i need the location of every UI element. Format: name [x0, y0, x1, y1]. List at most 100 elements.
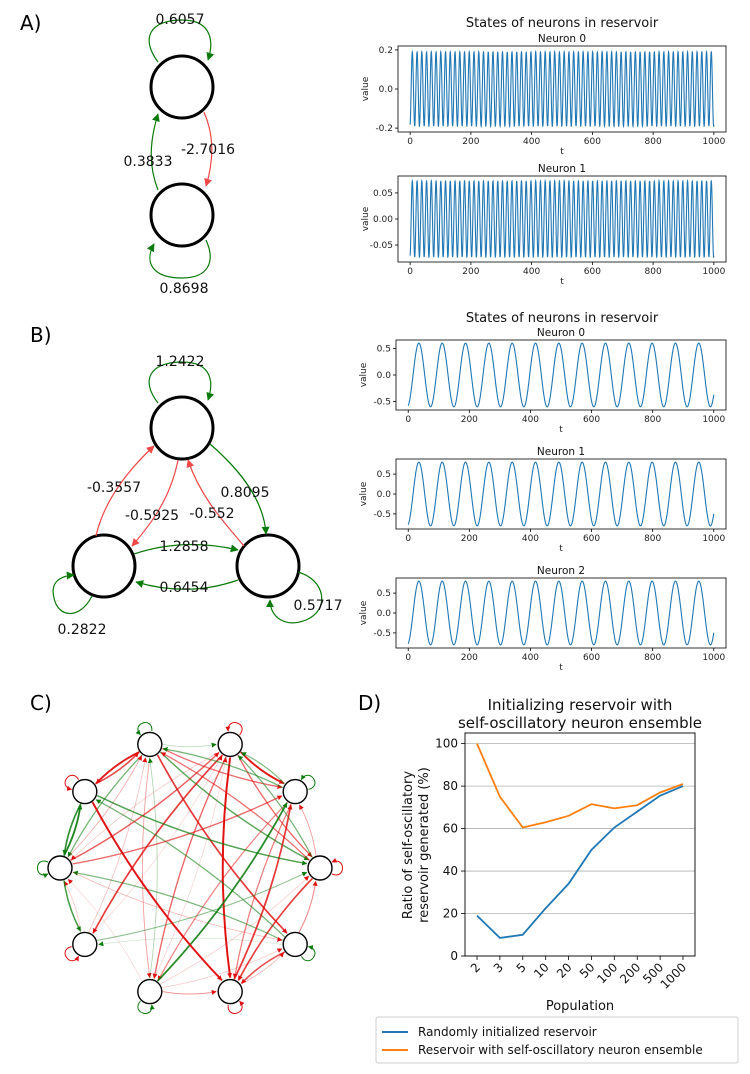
c-edge	[237, 754, 313, 858]
ts-a-neuron-0-xtick-label: 0	[407, 137, 413, 147]
a-edge-0-to-1	[203, 111, 213, 187]
ts-b-neuron-2-title: Neuron 2	[537, 565, 585, 577]
c-edge	[97, 871, 308, 941]
ts-b-neuron-1-ylabel: value	[359, 481, 369, 506]
ts-a-neuron-0-xtick-label: 400	[523, 137, 540, 147]
c-edge	[62, 803, 82, 856]
d-xtick-label: 5	[514, 960, 529, 975]
c-edge	[153, 757, 228, 980]
ts-b-neuron-0-ytick-label: 0.5	[377, 344, 391, 354]
d-legend-label-0: Randomly initialized reservoir	[418, 1025, 597, 1039]
d-title-line-1: Initializing reservoir with	[488, 696, 673, 714]
c-neuron-1	[217, 731, 243, 758]
ts-b-neuron-2-ylabel: value	[359, 600, 369, 625]
ts-b-neuron-0-xlabel: t	[559, 425, 563, 435]
c-neuron-8	[47, 855, 73, 881]
c-self-loop	[331, 857, 343, 876]
a-self-loop-0	[148, 19, 215, 63]
c-edge	[92, 754, 224, 934]
c-edge	[162, 989, 217, 995]
ts-a-neuron-1-xtick-label: 1000	[702, 267, 725, 277]
c-edge	[160, 752, 310, 861]
c-edge	[70, 752, 220, 862]
ts-a-neuron-0-ylabel: value	[361, 76, 371, 101]
ts-b-neuron-0-ytick-label: -0.5	[373, 398, 391, 408]
c-edge	[70, 751, 220, 861]
ts-a-neuron-0-xtick-label: 800	[645, 137, 662, 147]
d-ytick-label: 60	[443, 822, 458, 836]
ts-a-neuron-1-ytick-label: 0.00	[373, 215, 393, 225]
c-edge	[63, 880, 82, 932]
a-weight-0-to-1: -2.7016	[181, 142, 235, 158]
c-edge	[221, 757, 233, 979]
ts-b-neuron-1-xtick-label: 0	[405, 534, 411, 544]
c-self-loop	[227, 1000, 245, 1014]
panel-b-diagram: 1.2422 -0.3557 -0.5925 -0.552 0.8095 1.2…	[52, 354, 343, 638]
a-weight-1-to-0: 0.3833	[124, 154, 173, 170]
c-self-loop	[37, 860, 49, 879]
c-neuron-9	[72, 778, 98, 805]
ts-a-neuron-0-xlabel: t	[560, 147, 564, 157]
ts-b-neuron-0-xtick-label: 600	[583, 415, 600, 425]
ts-a-neuron-1-xlabel: t	[560, 277, 564, 287]
ts-b-neuron-1-xtick-label: 200	[461, 534, 478, 544]
d-series-1-line	[476, 743, 684, 829]
ts-b-neuron-1-trace	[407, 461, 715, 527]
b-weight-n0-to-n2: -0.5925	[125, 508, 179, 524]
ts-a-neuron-0-xtick-label: 200	[462, 137, 479, 147]
c-edge	[67, 755, 142, 858]
ts-b-neuron-2-xlabel: t	[559, 663, 563, 673]
c-edge	[299, 804, 317, 856]
c-edge	[92, 755, 223, 935]
ts-b-neuron-1-title: Neuron 1	[537, 446, 585, 458]
b-weight-n2-self: 0.2822	[58, 622, 107, 638]
panel-a-diagram: 0.6057 0.3833 -2.7016 0.8698	[124, 12, 236, 297]
d-xtick-label: 10	[531, 960, 552, 981]
b-edge-n1-to-n0	[186, 459, 245, 547]
ts-b-neuron-2-xtick-label: 1000	[702, 653, 725, 663]
ts-a-neuron-1-ylabel: value	[361, 206, 371, 231]
d-ytick-label: 20	[443, 907, 458, 921]
panel-c-network	[37, 722, 343, 1014]
b-weight-n2-to-n1: 1.2858	[160, 539, 209, 555]
ts-a-neuron-0-ytick-label: -0.2	[375, 124, 393, 134]
ts-a-neuron-0-xtick-label: 1000	[702, 137, 725, 147]
ts-b-neuron-2-ytick-label: -0.5	[373, 629, 391, 639]
ts-b-neuron-2-xtick-label: 0	[405, 653, 411, 663]
ts-a-neuron-0-xtick-label: 600	[584, 137, 601, 147]
b-weight-n0-self: 1.2422	[156, 354, 205, 370]
c-edge	[241, 752, 286, 785]
b-self-loop-0	[148, 361, 215, 404]
ts-b-neuron-0-ylabel: value	[359, 362, 369, 387]
ts-b-neuron-0-xtick-label: 0	[405, 415, 411, 425]
c-self-loop	[137, 1000, 155, 1014]
c-neuron-5	[217, 978, 243, 1005]
a-weight-self-1: 0.8698	[160, 281, 209, 297]
a-self-loop-1	[147, 239, 211, 279]
ts-a-neuron-1-xtick-label: 0	[407, 267, 413, 277]
b-neuron-2	[71, 533, 137, 599]
c-edge	[96, 794, 308, 866]
b-weight-n2-to-n0: -0.3557	[87, 480, 141, 496]
d-y-axis-label-line-2: reservoir generated (%)	[417, 767, 432, 923]
panel-letter-b: B)	[30, 323, 52, 347]
c-edge	[161, 747, 283, 789]
ts-b-neuron-2-xtick-label: 400	[522, 653, 539, 663]
c-neuron-4	[282, 931, 308, 958]
c-edge	[237, 755, 313, 858]
c-edge	[240, 952, 285, 985]
c-edge	[72, 871, 283, 942]
c-edge	[160, 875, 310, 985]
d-x-axis-label: Population	[546, 999, 614, 1014]
ts-b-neuron-0-title: Neuron 0	[537, 327, 585, 339]
b-self-loop-2	[52, 571, 93, 614]
d-series-0-line	[476, 785, 684, 939]
d-xtick-label: 200	[617, 960, 643, 986]
c-edge	[91, 801, 223, 981]
ts-b-neuron-1-ytick-label: 0.5	[377, 470, 391, 480]
b-weight-n1-to-n0: -0.552	[189, 506, 234, 522]
panel-d-chart: Initializing reservoir with self-oscilla…	[375, 696, 739, 1064]
c-edge	[63, 880, 82, 933]
ts-a-neuron-0-ytick-label: 0.0	[379, 85, 394, 95]
ts-b-neuron-0-xtick-label: 400	[522, 415, 539, 425]
